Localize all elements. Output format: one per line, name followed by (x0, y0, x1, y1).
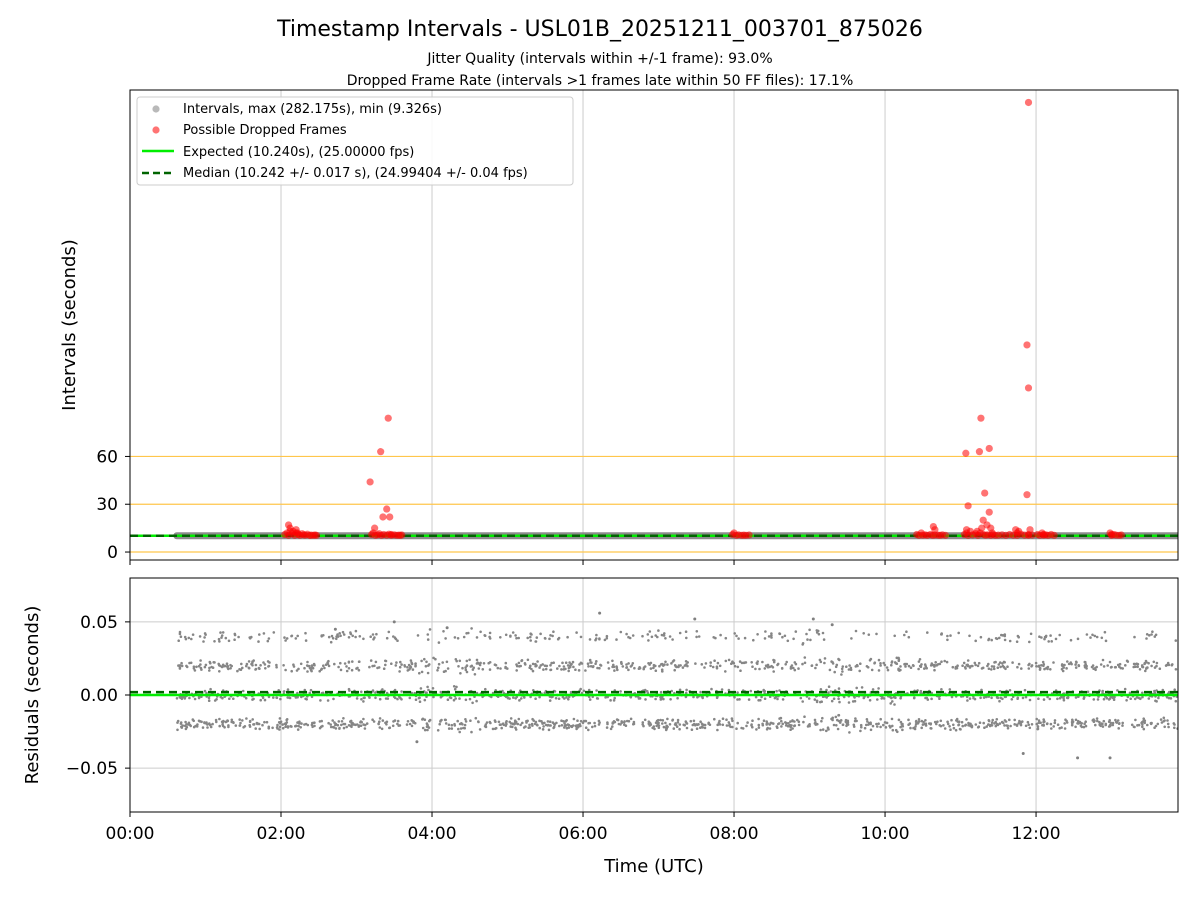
x-axis-label: Time (UTC) (603, 856, 704, 877)
dropped-frame-point (1024, 530, 1033, 539)
dropped-frame-point (289, 527, 297, 535)
dropped-frame-point (964, 502, 972, 510)
dropped-frame-point (386, 513, 394, 521)
residuals-ticks: 00:00 02:00 04:00 06:00 08:00 10:00 12:00 −0.05… (66, 613, 1061, 844)
residual-points (175, 627, 1178, 734)
dropped-frame-point (379, 513, 387, 521)
intervals-axes-frame (129, 89, 1179, 561)
chart-subtitle-dropped: Dropped Frame Rate (intervals >1 frames … (347, 73, 854, 89)
dropped-frame-point (1107, 530, 1116, 539)
residuals-y-tick-label: 0.05 (80, 613, 118, 633)
dropped-frame-point (1015, 527, 1023, 535)
intervals-series (130, 98, 1178, 540)
dropped-frame-point (398, 531, 406, 539)
intervals-ticks: 0 30 60 (96, 447, 1037, 565)
residuals-y-axis-label: Residuals (seconds) (22, 606, 43, 785)
residual-outlier-point (445, 626, 449, 630)
legend-label-intervals: Intervals, max (282.175s), min (9.326s) (183, 102, 442, 117)
residual-outlier-point (1076, 756, 1080, 760)
residual-outlier-point (693, 617, 697, 621)
residuals-y-tick-label: −0.05 (66, 759, 118, 779)
x-tick-label: 02:00 (257, 824, 306, 844)
legend-label-dropped: Possible Dropped Frames (183, 123, 347, 138)
dropped-frame-point (366, 478, 374, 486)
dropped-frame-point (985, 444, 993, 453)
dropped-frame-point (977, 414, 985, 422)
residual-outlier-point (811, 617, 815, 621)
residual-outlier-point (333, 627, 337, 631)
dropped-frame-point (941, 531, 950, 539)
dropped-frame-point (1024, 384, 1033, 392)
dropped-frame-point (1024, 98, 1033, 107)
intervals-y-tick-label: 60 (96, 447, 118, 467)
dropped-frame-point (931, 526, 939, 534)
residual-outlier-point (830, 623, 834, 627)
dropped-frame-point (1050, 531, 1058, 539)
legend-label-expected: Expected (10.240s), (25.00000 fps) (183, 145, 414, 160)
dropped-frame-point (387, 530, 395, 539)
x-tick-label: 10:00 (861, 824, 910, 844)
legend-marker-dropped (152, 126, 160, 134)
chart-title: Timestamp Intervals - USL01B_20251211_00… (276, 17, 923, 42)
dropped-frame-point (985, 508, 993, 516)
dropped-frame-point (312, 531, 321, 539)
legend-label-median: Median (10.242 +/- 0.017 s), (24.99404 +… (183, 166, 528, 181)
dropped-frame-point (962, 449, 970, 457)
x-tick-label: 08:00 (710, 824, 759, 844)
intervals-panel: 0 30 60 Intervals (seconds) Intervals, max… (59, 89, 1179, 565)
intervals-y-axis-label: Intervals (seconds) (59, 239, 80, 411)
residual-outlier-point (1021, 752, 1025, 755)
x-tick-label: 00:00 (106, 824, 155, 844)
dropped-frame-point (377, 448, 385, 456)
dropped-frame-point (988, 529, 996, 537)
x-tick-label: 06:00 (559, 824, 608, 844)
x-tick-label: 04:00 (408, 824, 457, 844)
legend-marker-intervals (152, 105, 160, 113)
dropped-frame-point (978, 524, 986, 532)
intervals-grid (130, 90, 1178, 560)
x-tick-label: 12:00 (1012, 824, 1061, 844)
dropped-frame-point (1040, 530, 1048, 539)
residuals-series (130, 611, 1178, 760)
legend-box (136, 96, 574, 186)
residual-outlier-point (392, 620, 396, 624)
dropped-frame-point (371, 524, 379, 532)
dropped-frame-point (981, 489, 989, 497)
dropped-frame-point (1023, 491, 1031, 499)
dropped-frame-point (383, 505, 391, 513)
intervals-y-tick-label: 30 (96, 495, 118, 515)
dropped-frame-point (745, 531, 753, 539)
dropped-frame-point (1117, 531, 1125, 539)
dropped-frame-point (975, 448, 984, 456)
intervals-y-tick-label: 0 (107, 543, 118, 563)
residuals-y-tick-label: 0.00 (80, 686, 118, 706)
dropped-frame-point (962, 526, 971, 534)
residual-outlier-point (1108, 756, 1112, 760)
dropped-frame-point (384, 414, 392, 422)
residuals-panel: 00:00 02:00 04:00 06:00 08:00 10:00 12:00 −0.05… (22, 577, 1179, 844)
residual-outlier-point (415, 740, 419, 744)
dropped-frame-point (1023, 341, 1031, 349)
legend: Intervals, max (282.175s), min (9.326s) … (136, 96, 574, 186)
chart-subtitle-jitter: Jitter Quality (intervals within +/-1 fr… (426, 51, 772, 67)
residual-outlier-point (598, 611, 602, 615)
